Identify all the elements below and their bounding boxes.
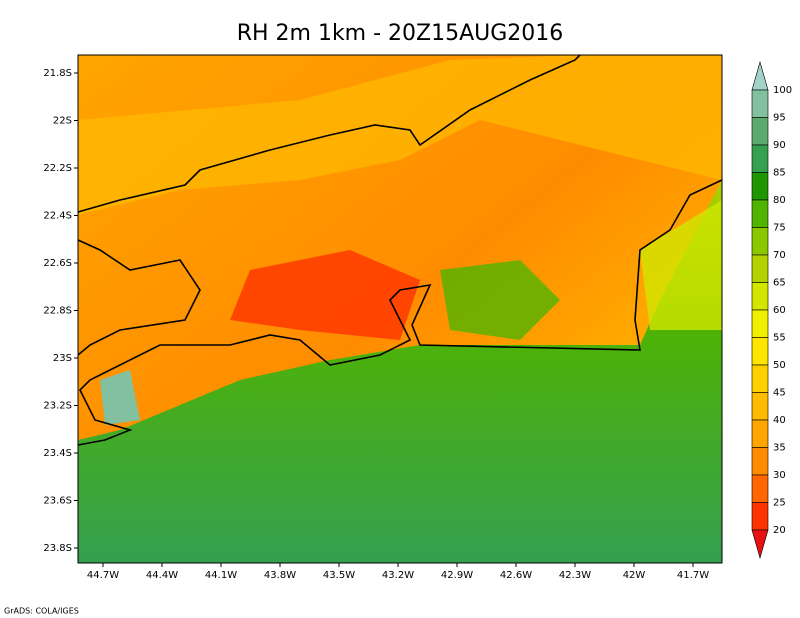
lon-label: 43.2W [382, 570, 414, 581]
lat-label: 23.6S [43, 496, 72, 507]
credit: GrADS: COLA/IGES [4, 607, 79, 616]
colorbar-cap [751, 529, 769, 560]
lon-label: 42.6W [500, 570, 532, 581]
lon-label: 44.1W [205, 570, 237, 581]
lat-label: 22S [53, 116, 72, 127]
colorbar-box [751, 172, 769, 201]
title: RH 2m 1km - 20Z15AUG2016 [237, 21, 564, 46]
colorbar-box [751, 474, 769, 503]
lat-label: 22.2S [43, 163, 72, 174]
colorbar-box [751, 89, 769, 118]
lon-label: 43.5W [323, 570, 355, 581]
colorbar-label: 80 [773, 195, 786, 206]
colorbar-box [751, 419, 769, 448]
colorbar-label: 45 [773, 388, 786, 399]
colorbar-label: 90 [773, 140, 786, 151]
colorbar-box [751, 337, 769, 366]
colorbar-label: 25 [773, 498, 786, 509]
colorbar-box [751, 254, 769, 283]
colorbar-box [751, 227, 769, 256]
colorbar-label: 65 [773, 278, 786, 289]
colorbar-label: 50 [773, 360, 786, 371]
lon-label: 42W [623, 570, 646, 581]
lat-label: 22.8S [43, 306, 72, 317]
lon-label: 44.7W [87, 570, 119, 581]
lat-label: 23S [53, 353, 72, 364]
colorbar-label: 60 [773, 305, 786, 316]
colorbar-label: 40 [773, 415, 786, 426]
colorbar-box [751, 199, 769, 228]
colorbar-box [751, 392, 769, 421]
colorbar-box [751, 309, 769, 338]
colorbar-box [751, 447, 769, 476]
colorbar-box [751, 117, 769, 146]
lon-label: 42.3W [559, 570, 591, 581]
colorbar-cap [751, 60, 769, 91]
lon-label: 41.7W [677, 570, 709, 581]
lat-label: 23.2S [43, 401, 72, 412]
lon-label: 44.4W [146, 570, 178, 581]
colorbar-label: 70 [773, 250, 786, 261]
colorbar-label: 95 [773, 113, 786, 124]
colorbar-label: 75 [773, 223, 786, 234]
lon-label: 42.9W [441, 570, 473, 581]
colorbar-box [751, 502, 769, 531]
colorbar-label: 30 [773, 470, 786, 481]
colorbar-box [751, 144, 769, 173]
colorbar-label: 35 [773, 443, 786, 454]
colorbar-label: 55 [773, 333, 786, 344]
lat-label: 22.6S [43, 258, 72, 269]
lat-label: 21.8S [43, 68, 72, 79]
colorbar-label: 20 [773, 525, 786, 536]
colorbar-box [751, 364, 769, 393]
colorbar-label: 85 [773, 168, 786, 179]
colorbar-box [751, 282, 769, 311]
lat-label: 23.8S [43, 543, 72, 554]
map-field [77, 54, 723, 564]
lat-label: 23.4S [43, 448, 72, 459]
lon-label: 43.8W [264, 570, 296, 581]
lat-label: 22.4S [43, 211, 72, 222]
colorbar-label: 100 [773, 85, 792, 96]
